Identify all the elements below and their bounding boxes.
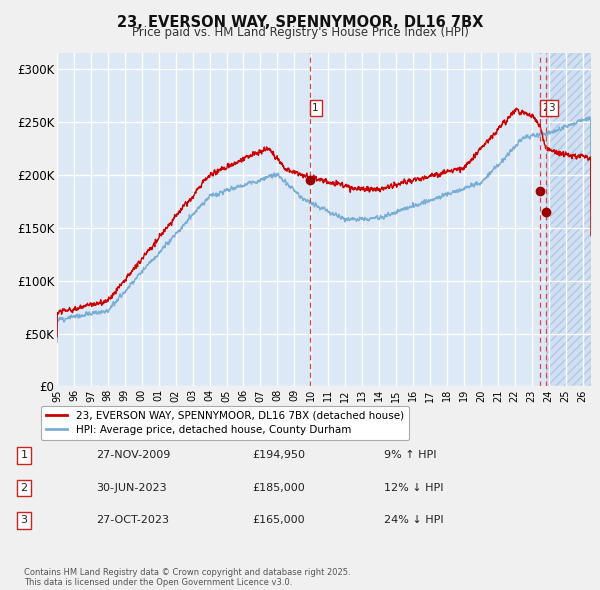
Text: 24% ↓ HPI: 24% ↓ HPI — [384, 516, 443, 525]
Text: 1: 1 — [313, 103, 319, 113]
Text: £185,000: £185,000 — [252, 483, 305, 493]
Text: 23, EVERSON WAY, SPENNYMOOR, DL16 7BX: 23, EVERSON WAY, SPENNYMOOR, DL16 7BX — [117, 15, 483, 30]
Text: 2: 2 — [20, 483, 28, 493]
Text: 1: 1 — [20, 451, 28, 460]
Text: 27-OCT-2023: 27-OCT-2023 — [96, 516, 169, 525]
Bar — [546, 53, 591, 386]
Text: Contains HM Land Registry data © Crown copyright and database right 2025.
This d: Contains HM Land Registry data © Crown c… — [24, 568, 350, 587]
Text: 2: 2 — [542, 103, 550, 113]
Legend: 23, EVERSON WAY, SPENNYMOOR, DL16 7BX (detached house), HPI: Average price, deta: 23, EVERSON WAY, SPENNYMOOR, DL16 7BX (d… — [41, 406, 409, 440]
Text: Price paid vs. HM Land Registry's House Price Index (HPI): Price paid vs. HM Land Registry's House … — [131, 26, 469, 39]
Text: 9% ↑ HPI: 9% ↑ HPI — [384, 451, 437, 460]
Text: 27-NOV-2009: 27-NOV-2009 — [96, 451, 170, 460]
Text: £165,000: £165,000 — [252, 516, 305, 525]
Text: 30-JUN-2023: 30-JUN-2023 — [96, 483, 167, 493]
Text: 12% ↓ HPI: 12% ↓ HPI — [384, 483, 443, 493]
Text: 3: 3 — [548, 103, 555, 113]
Text: £194,950: £194,950 — [252, 451, 305, 460]
Text: 3: 3 — [20, 516, 28, 525]
Bar — [546, 53, 591, 386]
